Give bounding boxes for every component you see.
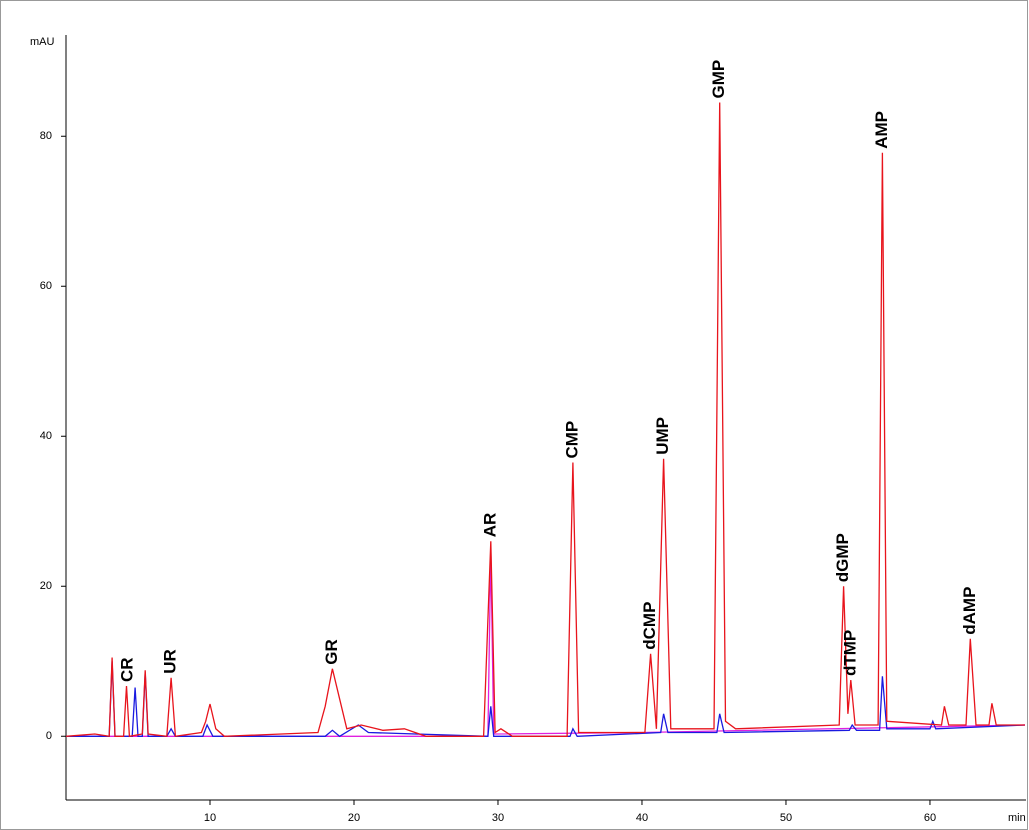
- trace: [66, 661, 1026, 738]
- y-tick-label: 80: [40, 130, 52, 142]
- peak-label: GR: [322, 639, 341, 665]
- peak-label: CMP: [562, 421, 581, 459]
- peak-label: GMP: [709, 60, 728, 99]
- trace: [66, 548, 1026, 737]
- peak-label: CR: [117, 657, 136, 682]
- y-tick-label: 60: [40, 280, 52, 292]
- x-tick-label: 30: [492, 812, 504, 824]
- peak-label: dAMP: [960, 587, 979, 635]
- y-tick-label: 0: [46, 730, 52, 742]
- peak-label: dTMP: [840, 630, 859, 676]
- peak-label: AR: [480, 513, 499, 538]
- peak-label: UR: [161, 649, 180, 674]
- x-tick-label: 60: [924, 812, 936, 824]
- y-tick-label: 40: [40, 430, 52, 442]
- x-tick-label: 50: [780, 812, 792, 824]
- x-tick-label: 20: [348, 812, 360, 824]
- x-tick-label: 10: [204, 812, 216, 824]
- peak-label: UMP: [653, 417, 672, 455]
- y-tick-label: 20: [40, 580, 52, 592]
- y-axis-label: mAU: [30, 36, 55, 48]
- x-axis-label: min: [1008, 812, 1026, 824]
- trace: [65, 102, 1025, 738]
- x-tick-label: 40: [636, 812, 648, 824]
- peak-label: AMP: [872, 111, 891, 149]
- peak-label: dCMP: [640, 602, 659, 650]
- peak-label: dGMP: [833, 533, 852, 582]
